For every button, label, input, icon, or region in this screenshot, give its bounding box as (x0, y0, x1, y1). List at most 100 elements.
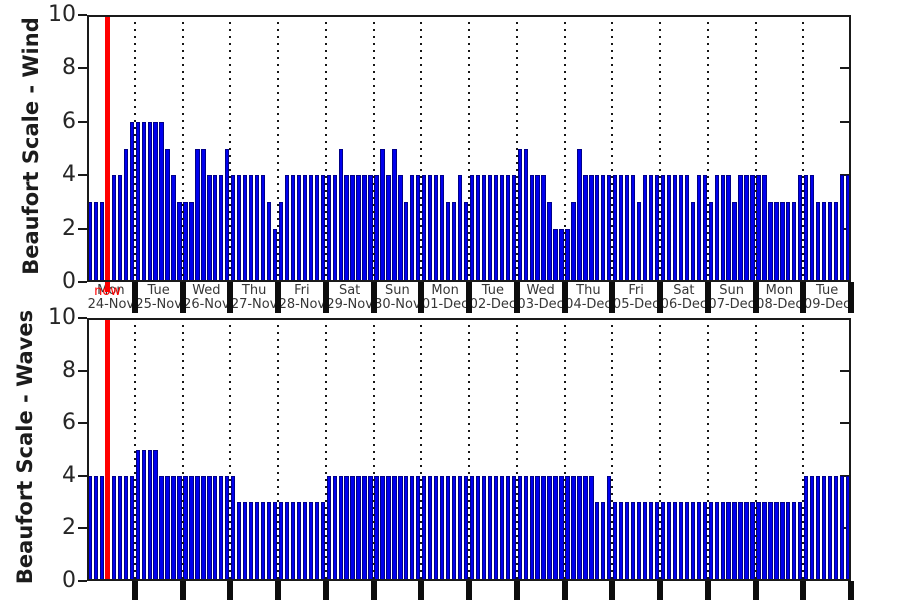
date-label: 30-Nov (374, 297, 421, 312)
day-gridline (515, 15, 518, 282)
date-label: 24-Nov (87, 297, 135, 312)
y-tick-mark (78, 422, 87, 425)
wind-bar (601, 175, 606, 282)
day-gridline (468, 318, 470, 581)
waves-bar (171, 475, 176, 581)
wind-bar (87, 201, 93, 282)
wind-bar (493, 175, 498, 282)
wind-bar (284, 175, 290, 282)
wind-bar (219, 175, 224, 282)
day-gridline (754, 15, 757, 282)
day-gridline (754, 318, 757, 581)
day-boundary-tick-top (800, 282, 807, 313)
waves-bar (153, 449, 158, 581)
waves-bar (237, 502, 242, 581)
wind-bar (237, 175, 242, 282)
wind-bar (565, 228, 570, 282)
wind-bar (422, 175, 427, 282)
wind-bar (344, 175, 349, 282)
waves-ylabel: Beaufort Scale - Waves (13, 309, 37, 585)
wind-bar (153, 121, 158, 282)
date-label: 25-Nov (135, 297, 182, 312)
wind-bar (786, 201, 791, 282)
waves-bar (302, 502, 307, 581)
wind-bar (445, 201, 451, 282)
wind-bar (231, 175, 236, 282)
y-tick-mark (78, 527, 87, 530)
waves-bar (111, 475, 116, 581)
wind-bar (487, 175, 493, 282)
day-gridline (324, 15, 327, 282)
day-gridline (659, 318, 661, 581)
wind-bar (523, 148, 528, 282)
waves-bar (487, 475, 493, 581)
waves-bar (523, 475, 528, 581)
waves-bar (816, 475, 821, 581)
waves-bar (392, 475, 397, 581)
wind-bar (326, 175, 331, 282)
y-tick-label: 6 (62, 410, 76, 436)
right-tick (840, 369, 849, 372)
day-boundary-tick-bottom (848, 581, 854, 600)
day-of-week-label: Wed (526, 283, 555, 298)
day-of-week-label: Tue (481, 283, 504, 298)
waves-bar (774, 502, 779, 581)
waves-bar (768, 502, 773, 581)
day-of-week-label: Thu (241, 283, 267, 298)
day-gridline (324, 318, 327, 581)
day-boundary-tick-bottom (179, 581, 186, 600)
wind-bar (243, 175, 248, 282)
waves-bar (660, 502, 666, 581)
right-tick (840, 120, 849, 123)
day-gridline (611, 15, 614, 282)
day-boundary-tick-bottom (275, 581, 281, 600)
day-boundary-tick-top (561, 282, 568, 313)
day-of-week-label: Mon (97, 283, 125, 298)
day-boundary-tick-bottom (513, 581, 520, 600)
waves-bar (356, 475, 361, 581)
waves-bar (189, 475, 194, 581)
day-boundary-tick-bottom (800, 581, 807, 600)
waves-bar (344, 475, 349, 581)
wind-bar (451, 201, 457, 282)
waves-bar (213, 475, 218, 581)
wind-bar (410, 175, 415, 282)
waves-bar (374, 475, 379, 581)
waves-bar (99, 475, 105, 581)
waves-bar (642, 502, 648, 581)
wind-bar (505, 175, 510, 282)
day-gridline (611, 318, 614, 581)
day-gridline (659, 15, 661, 282)
waves-bar (780, 502, 785, 581)
y-tick-label: 10 (48, 305, 76, 330)
waves-bar (332, 475, 337, 581)
wind-bar (159, 121, 164, 282)
wind-bar (756, 175, 761, 282)
waves-bar (380, 475, 385, 581)
wind-bar (386, 175, 391, 282)
waves-bar (422, 475, 427, 581)
wind-bar (666, 175, 672, 282)
waves-bar (183, 475, 188, 581)
waves-bar (583, 475, 588, 581)
day-of-week-label: Fri (294, 283, 310, 298)
wind-bar (201, 148, 206, 282)
day-gridline (706, 15, 709, 282)
day-gridline (420, 15, 423, 282)
waves-bar (744, 502, 749, 581)
waves-bar (529, 475, 534, 581)
wind-bar (332, 175, 337, 282)
day-gridline (181, 318, 184, 581)
wind-bar (165, 148, 170, 282)
waves-bar (159, 475, 164, 581)
y-tick-label: 4 (62, 462, 76, 488)
waves-bar (266, 502, 272, 581)
wind-bar (613, 175, 618, 282)
wind-bar (821, 201, 827, 282)
wind-bar (535, 175, 540, 282)
waves-bar (308, 502, 313, 581)
day-boundary-tick-bottom (131, 581, 138, 600)
wind-bar (99, 201, 105, 282)
day-boundary-tick-top (227, 282, 234, 313)
wind-bar (696, 175, 701, 282)
